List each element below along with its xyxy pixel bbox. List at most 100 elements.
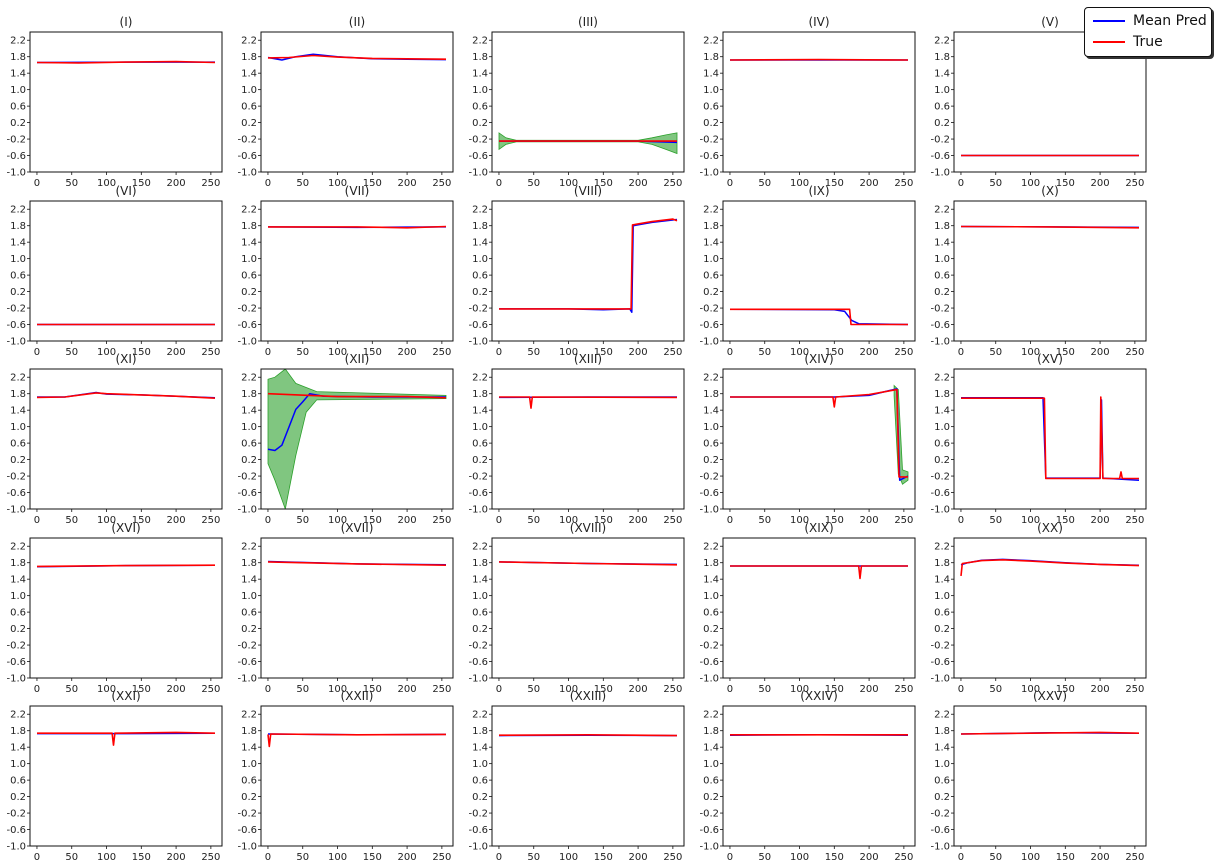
y-tick-label: 0.6 — [934, 439, 950, 450]
y-tick-label: -0.2 — [468, 472, 488, 483]
plot-area — [37, 731, 216, 746]
subplot-15: (XV) -1.0 -0.6 -0.2 0.2 0.6 1.0 1.4 1.8 2.2 0 50 100… — [930, 352, 1147, 526]
subplot-title: (XVI) — [111, 521, 140, 535]
y-tick-label: -0.6 — [6, 320, 26, 331]
y-tick-label: -1.0 — [6, 674, 26, 685]
x-tick-label: 150 — [132, 178, 151, 189]
y-tick-label: 0.2 — [10, 455, 26, 466]
x-tick-label: 0 — [727, 684, 733, 695]
axes-frame — [722, 705, 916, 847]
x-tick-label: 250 — [1125, 515, 1144, 526]
x-tick-label: 200 — [629, 684, 648, 695]
x-tick-label: 200 — [167, 347, 186, 358]
y-tick-label: -1.0 — [468, 842, 488, 853]
axes-frame — [260, 31, 454, 173]
y-tick-label: 0.6 — [10, 271, 26, 282]
axes-frame — [953, 368, 1147, 510]
y-tick-label: 1.4 — [703, 743, 719, 754]
x-tick-label: 200 — [1091, 347, 1110, 358]
y-tick-label: 0.6 — [472, 608, 488, 619]
y-tick-label: -0.2 — [6, 304, 26, 315]
x-tick-label: 100 — [97, 178, 116, 189]
y-tick-label: 1.4 — [472, 406, 488, 417]
y-tick-label: 1.8 — [472, 558, 488, 569]
legend-swatch-true — [1093, 41, 1125, 43]
x-tick-label: 0 — [496, 852, 502, 863]
x-tick-label: 250 — [201, 852, 220, 863]
x-tick-label: 50 — [527, 178, 540, 189]
y-tick-label: 1.0 — [472, 422, 488, 433]
plot-area — [961, 396, 1140, 481]
subplot-title: (XXV) — [1033, 689, 1067, 703]
x-tick-label: 250 — [201, 178, 220, 189]
x-tick-label: 0 — [496, 515, 502, 526]
y-tick-label: -1.0 — [468, 505, 488, 516]
axes-frame — [260, 537, 454, 679]
y-tick-label: 2.2 — [10, 373, 26, 384]
y-tick-label: -1.0 — [6, 505, 26, 516]
y-tick-label: 0.6 — [241, 776, 257, 787]
x-tick-label: 200 — [629, 852, 648, 863]
y-tick-label: -0.6 — [6, 488, 26, 499]
x-tick-label: 150 — [1056, 178, 1075, 189]
y-tick-label: 1.8 — [934, 558, 950, 569]
y-tick-label: 1.8 — [241, 221, 257, 232]
x-tick-label: 200 — [860, 347, 879, 358]
series-mean-pred-line — [961, 397, 1140, 481]
y-tick-label: 0.2 — [241, 624, 257, 635]
y-tick-label: -0.2 — [237, 809, 257, 820]
axes-frame — [491, 368, 685, 510]
x-tick-label: 50 — [65, 684, 78, 695]
x-tick-label: 50 — [527, 347, 540, 358]
x-tick-label: 50 — [758, 515, 771, 526]
y-tick-label: 2.2 — [703, 205, 719, 216]
series-mean-pred-line — [729, 308, 909, 326]
y-tick-label: 1.4 — [10, 575, 26, 586]
y-tick-label: 1.4 — [934, 238, 950, 249]
subplot-title: (IV) — [808, 15, 829, 29]
axes-frame — [260, 368, 454, 510]
series-true-line — [267, 733, 447, 748]
y-tick-label: 1.0 — [934, 591, 950, 602]
y-tick-label: 2.2 — [10, 542, 26, 553]
y-tick-label: -0.2 — [699, 304, 719, 315]
subplot-title: (XVII) — [341, 521, 374, 535]
y-tick-label: 0.6 — [934, 776, 950, 787]
x-tick-label: 250 — [894, 684, 913, 695]
y-tick-label: 1.8 — [703, 558, 719, 569]
y-tick-label: 1.8 — [241, 389, 257, 400]
series-true-line — [36, 60, 216, 64]
subplot-5: (V) -1.0 -0.6 -0.2 0.2 0.6 1.0 1.4 1.8 2.2 0 50 100 1… — [930, 15, 1147, 189]
y-tick-label: -0.6 — [468, 320, 488, 331]
x-tick-label: 100 — [97, 852, 116, 863]
x-tick-label: 0 — [496, 178, 502, 189]
x-tick-label: 100 — [790, 852, 809, 863]
y-tick-label: -0.2 — [930, 135, 950, 146]
plot-area — [267, 560, 447, 566]
y-tick-label: -1.0 — [468, 674, 488, 685]
y-tick-label: 0.2 — [934, 792, 950, 803]
x-tick-label: 150 — [1056, 347, 1075, 358]
x-tick-label: 150 — [363, 684, 382, 695]
y-tick-label: 1.8 — [241, 726, 257, 737]
y-tick-label: -1.0 — [237, 337, 257, 348]
x-tick-label: 50 — [989, 178, 1002, 189]
series-true-line — [498, 733, 678, 737]
subplot-title: (XXIV) — [800, 689, 838, 703]
y-tick-label: -0.6 — [6, 657, 26, 668]
y-tick-label: -0.2 — [468, 641, 488, 652]
y-tick-label: 1.0 — [703, 422, 719, 433]
x-tick-label: 50 — [758, 852, 771, 863]
x-tick-label: 100 — [559, 347, 578, 358]
y-tick-label: -0.6 — [237, 488, 257, 499]
y-tick-label: 1.0 — [703, 591, 719, 602]
y-tick-label: -1.0 — [699, 674, 719, 685]
subplot-24: (XXIV) -1.0 -0.6 -0.2 0.2 0.6 1.0 1.4 1.8 2.2 0 50 1… — [699, 689, 916, 863]
x-tick-label: 50 — [758, 347, 771, 358]
plot-area — [960, 731, 1140, 735]
x-tick-label: 0 — [727, 515, 733, 526]
x-tick-label: 150 — [594, 515, 613, 526]
x-tick-label: 0 — [958, 178, 964, 189]
y-tick-label: 2.2 — [703, 373, 719, 384]
legend-swatch-mean-pred — [1093, 20, 1125, 22]
